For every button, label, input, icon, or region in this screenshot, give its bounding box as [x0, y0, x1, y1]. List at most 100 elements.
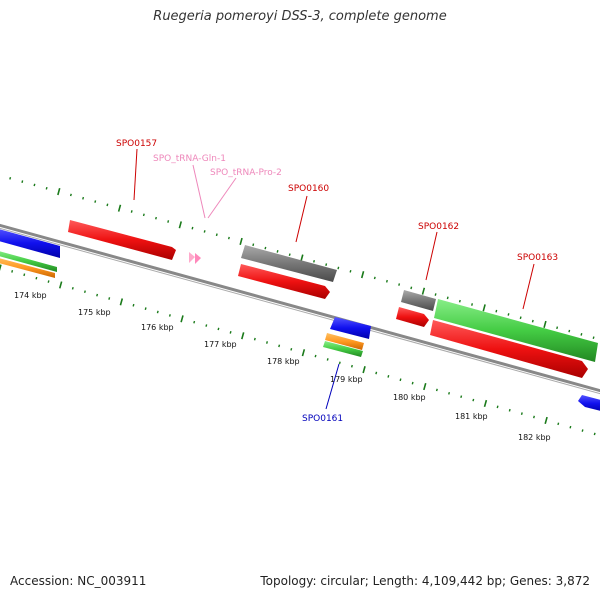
scale-tick-major: [421, 287, 426, 295]
scale-tick-major: [543, 320, 547, 329]
gene-feature-spo0162[interactable]: [401, 290, 436, 311]
scale-tick-minor: [266, 341, 268, 344]
gene-labels: SPO0157 SPO_tRNA-Gln-1 SPO_tRNA-Pro-2 SP…: [116, 139, 558, 424]
scale-tick-minor: [144, 307, 147, 310]
scale-tick-minor: [313, 259, 316, 263]
gene-label-spo0160[interactable]: SPO0160: [288, 184, 329, 194]
cds-feature-spo0163[interactable]: [430, 320, 588, 378]
scale-tick-minor: [350, 364, 353, 368]
scale-tick-major: [180, 315, 184, 323]
accession-text: Accession: NC_003911: [10, 574, 147, 588]
scale-tick-minor: [193, 320, 196, 324]
gene-label-spo0162[interactable]: SPO0162: [418, 222, 459, 232]
scale-tick-minor: [593, 432, 596, 436]
scale-tick-major: [482, 304, 486, 312]
scale-tick-major: [57, 188, 61, 196]
scale-tick-minor: [155, 216, 158, 220]
scale-tick-minor: [156, 310, 159, 314]
cds-feature-spo0162[interactable]: [396, 307, 429, 327]
scale-tick-minor: [448, 391, 451, 395]
scale-tick-major: [241, 332, 245, 340]
scale-tick-minor: [132, 303, 135, 307]
map-title: Ruegeria pomeroyi DSS-3, complete genome: [153, 9, 447, 24]
genome-summary-text: Topology: circular; Length: 4,109,442 bp…: [260, 574, 590, 588]
genome-backbone: [0, 223, 600, 395]
scale-tick-minor: [519, 316, 522, 320]
scale-tick-minor: [227, 236, 230, 240]
green-feature-spo0161[interactable]: [323, 341, 363, 357]
gene-feature-spo0160[interactable]: [241, 245, 337, 282]
trna-feature-pro[interactable]: [195, 253, 201, 264]
scale-tick-major: [423, 382, 427, 391]
trna-feature-gln[interactable]: [189, 252, 195, 263]
scale-tick-minor: [168, 314, 171, 317]
scale-label: 176 kbp: [141, 323, 174, 332]
scale-tick-minor: [387, 375, 390, 378]
scale-tick-minor: [326, 358, 329, 361]
green-feature[interactable]: [0, 250, 57, 272]
scale-tick-major: [301, 349, 306, 357]
scale-label: 174 kbp: [14, 291, 47, 300]
scale-tick-minor: [434, 293, 437, 296]
scale-tick-minor: [69, 193, 72, 197]
gene-label-trna-pro[interactable]: SPO_tRNA-Pro-2: [210, 168, 282, 178]
rrna-feature-right[interactable]: [578, 395, 600, 412]
scale-tick-minor: [314, 354, 317, 358]
scale-tick-minor: [229, 331, 232, 334]
rrna-feature[interactable]: [0, 228, 60, 258]
cds-feature-spo0157[interactable]: [68, 220, 176, 260]
scale-tick-minor: [106, 203, 109, 207]
scale-tick-minor: [495, 309, 498, 313]
scale-tick-major: [300, 254, 304, 262]
scale-tick-major: [58, 281, 63, 289]
scale-label: 180 kbp: [393, 393, 426, 402]
scale-tick-minor: [325, 263, 328, 266]
scale-tick-minor: [45, 186, 48, 190]
scale-tick-minor: [33, 183, 36, 187]
scale-tick-minor: [276, 250, 279, 253]
scale-tick-minor: [556, 326, 559, 330]
scale-tick-major: [544, 416, 548, 424]
scale-tick-minor: [205, 324, 208, 327]
rrna-feature-spo0161[interactable]: [330, 317, 371, 339]
scale-tick-minor: [460, 395, 463, 399]
scale-tick-minor: [338, 361, 341, 365]
scale-tick-minor: [569, 425, 572, 429]
scale-tick-minor: [203, 230, 206, 233]
scale-tick-minor: [411, 381, 414, 385]
scale-tick-major: [360, 271, 365, 279]
scale-tick-minor: [385, 279, 388, 283]
scale-tick-minor: [532, 415, 535, 419]
scale-tick-minor: [191, 226, 194, 230]
gene-label-spo0157[interactable]: SPO0157: [116, 139, 157, 149]
scale-tick-minor: [508, 408, 511, 412]
scale-label: 182 kbp: [518, 433, 551, 442]
scale-tick-minor: [446, 296, 449, 300]
scale-tick-minor: [167, 220, 170, 223]
scale-label: 175 kbp: [78, 308, 111, 317]
scale-tick-minor: [568, 329, 571, 333]
scale-tick-minor: [278, 344, 281, 348]
gene-label-spo0161[interactable]: SPO0161: [302, 414, 343, 424]
cds-feature-spo0160[interactable]: [238, 264, 330, 299]
scale-tick-minor: [264, 246, 267, 250]
orange-feature[interactable]: [0, 257, 55, 278]
scale-tick-minor: [373, 276, 376, 280]
scale-tick-minor: [47, 280, 50, 283]
scale-tick-minor: [349, 269, 352, 273]
scale-tick-minor: [9, 176, 12, 180]
scale-tick-minor: [217, 327, 220, 331]
scale-tick-minor: [557, 422, 560, 426]
scale-tick-minor: [35, 276, 38, 280]
gene-label-spo0163[interactable]: SPO0163: [517, 253, 558, 263]
gene-label-trna-gln[interactable]: SPO_tRNA-Gln-1: [153, 154, 226, 164]
scale-tick-minor: [142, 213, 145, 217]
scale-tick-minor: [71, 286, 74, 290]
scale-tick-minor: [580, 333, 583, 336]
scale-tick-minor: [11, 270, 14, 273]
scale-tick-minor: [82, 196, 85, 200]
orange-feature-spo0161[interactable]: [325, 333, 364, 350]
green-feature-spo0163[interactable]: [434, 299, 598, 362]
scale-tick-minor: [398, 283, 401, 286]
